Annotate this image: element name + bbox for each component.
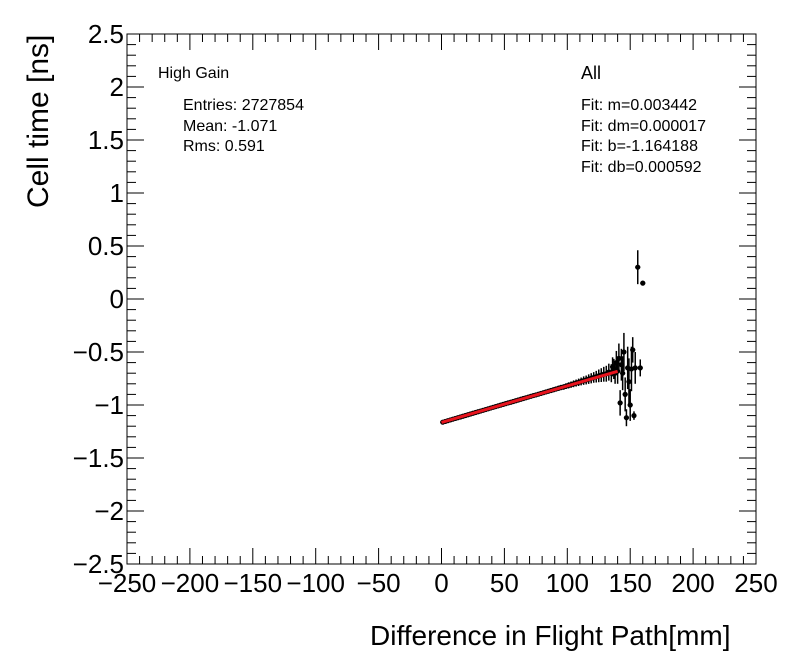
data-point xyxy=(617,400,623,406)
y-tick-label: 1 xyxy=(109,178,124,208)
x-tick-label: 150 xyxy=(608,568,652,598)
fit-line xyxy=(441,369,619,424)
y-tick-label: 0 xyxy=(109,284,124,314)
data-point xyxy=(630,347,636,353)
x-tick-label: −50 xyxy=(356,568,401,598)
legend-mean: Mean: -1.071 xyxy=(183,118,278,135)
x-tick-label: 200 xyxy=(671,568,715,598)
y-axis-label: Cell time [ns] xyxy=(22,34,55,208)
y-tick-label: 1.5 xyxy=(87,125,124,155)
x-tick-label: 0 xyxy=(434,568,449,598)
legend-fit-m: Fit: m=0.003442 xyxy=(581,97,698,114)
legend-selection: All xyxy=(581,63,602,83)
legend-fit-dm: Fit: dm=0.000017 xyxy=(581,118,706,135)
legend-rms: Rms: 0.591 xyxy=(183,138,265,155)
data-point xyxy=(637,365,643,371)
data-point xyxy=(616,355,622,361)
legend-gain: High Gain xyxy=(158,65,230,82)
y-tick-label: 0.5 xyxy=(87,231,124,261)
y-tick-label: −2.5 xyxy=(72,549,124,579)
x-tick-label: 100 xyxy=(545,568,589,598)
y-tick-label: −2 xyxy=(94,496,124,526)
x-tick-label: 250 xyxy=(734,568,778,598)
y-tick-label: −0.5 xyxy=(72,337,124,367)
x-tick-label: −150 xyxy=(223,568,283,598)
data-point xyxy=(631,413,637,419)
y-tick-label: 2.5 xyxy=(87,19,124,49)
x-tick-label: −100 xyxy=(286,568,345,598)
data-point xyxy=(623,415,630,421)
data-point xyxy=(621,349,627,355)
data-point xyxy=(622,391,628,397)
data-point xyxy=(627,402,633,408)
y-tick-label: 2 xyxy=(109,72,124,102)
data-point xyxy=(635,264,641,270)
legend-fit-b: Fit: b=-1.164188 xyxy=(581,138,698,155)
data-point xyxy=(632,365,638,371)
x-tick-label: −200 xyxy=(160,568,220,598)
x-tick-label: 50 xyxy=(489,568,519,598)
data-point xyxy=(626,379,632,385)
y-tick-label: −1.5 xyxy=(72,443,124,473)
x-tick-label: −250 xyxy=(97,568,157,598)
axes-frame xyxy=(126,33,757,565)
legend-entries: Entries: 2727854 xyxy=(183,97,304,114)
y-tick-label: −1 xyxy=(94,390,124,420)
data-point xyxy=(620,370,626,376)
data-point xyxy=(640,280,646,286)
legend-fit-db: Fit: db=0.000592 xyxy=(581,159,702,176)
x-axis-label: Difference in Flight Path[mm] xyxy=(370,620,731,651)
